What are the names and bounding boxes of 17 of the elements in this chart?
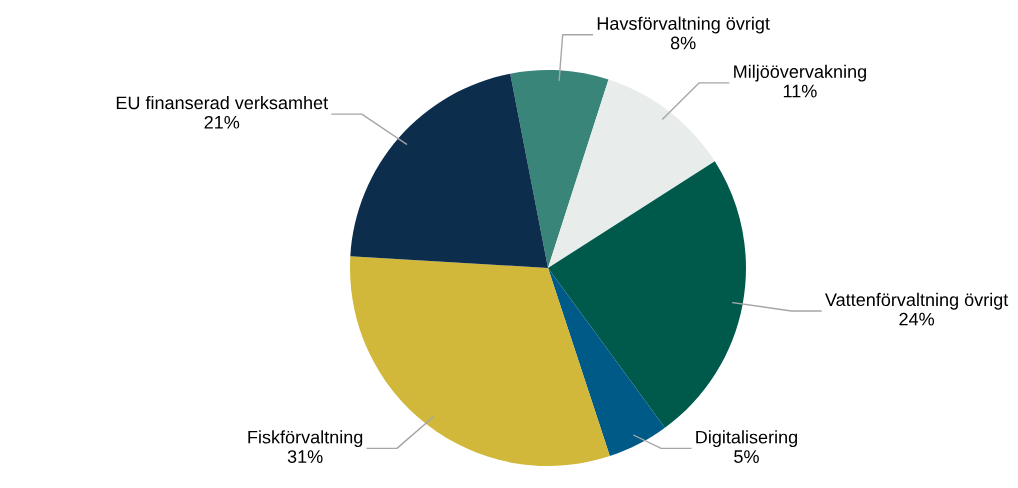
- data-label: 31%: [287, 450, 323, 463]
- pie-slice: [548, 79, 715, 268]
- data-label: 11%: [783, 84, 817, 98]
- pie-slice: [510, 70, 609, 268]
- slice-label: Miljöövervakning: [734, 64, 866, 82]
- data-label: 5%: [734, 450, 759, 463]
- pie-slice: [548, 161, 746, 428]
- slice-label: Vattenförvaltning övrigt: [825, 292, 1009, 310]
- slice-label: Havsförvaltning övrigt: [597, 16, 770, 34]
- slice-label: Digitalisering: [696, 430, 797, 448]
- pie-slice: [548, 268, 665, 457]
- slice-label: EU finanserad verksamhet: [116, 95, 328, 110]
- data-label: 21%: [204, 115, 240, 129]
- slice-label: Fiskförvaltning: [248, 430, 363, 448]
- data-label: 24%: [899, 312, 935, 326]
- data-label: 8%: [670, 36, 696, 50]
- pie-slice: [350, 73, 548, 268]
